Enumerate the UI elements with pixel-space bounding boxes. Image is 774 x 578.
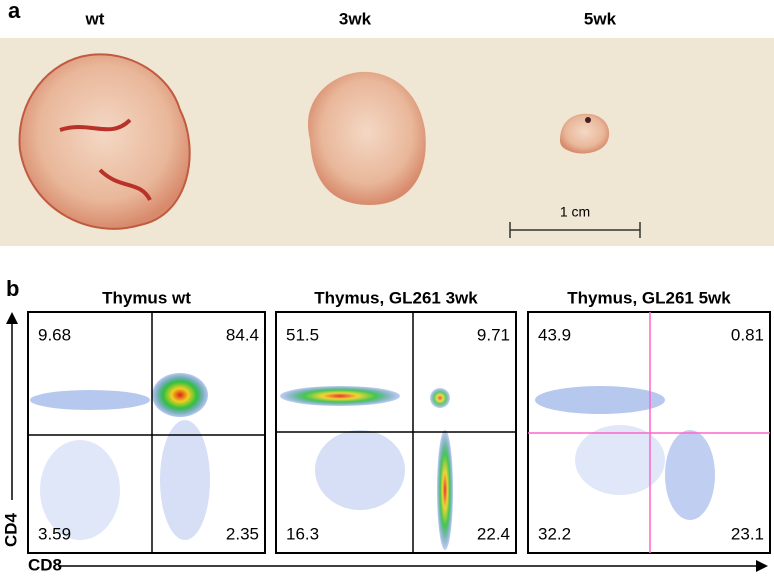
spot [585, 117, 591, 123]
quadrant-percent: 23.1 [731, 524, 764, 543]
thymus-3wk [308, 71, 426, 206]
y-axis-label: CD4 [1, 512, 20, 547]
x-axis-label: CD8 [28, 555, 62, 574]
thymus-5wk [560, 113, 610, 154]
plots: Thymus wt 9.68 84.4 3.59 2.35 Thymus, GL261 3… [27, 288, 771, 554]
quadrant-percent: 22.4 [477, 524, 510, 543]
cell-density [315, 430, 405, 510]
plot-title: Thymus wt [102, 288, 191, 307]
panel-label: a [8, 0, 21, 23]
sample-label: 3wk [339, 9, 372, 28]
cell-density [30, 390, 150, 410]
cell-density [575, 425, 665, 495]
cell-density [437, 430, 453, 550]
thymus-wt [18, 53, 191, 230]
quadrant-percent: 84.4 [226, 325, 259, 344]
cell-density [40, 440, 120, 540]
plot-title: Thymus, GL261 3wk [314, 288, 478, 307]
plot-frame [27, 311, 266, 554]
quadrant-percent: 51.5 [286, 325, 319, 344]
quadrant-percent: 9.68 [38, 325, 71, 344]
cell-density [535, 386, 665, 414]
quadrant-percent: 3.59 [38, 524, 71, 543]
vessels [59, 118, 152, 202]
scale-bar [509, 222, 641, 238]
quadrant-percent: 32.2 [538, 524, 571, 543]
quadrant-percent: 2.35 [226, 524, 259, 543]
cell-density [430, 388, 450, 408]
scale-label: 1 cm [560, 204, 590, 220]
quadrant-percent: 0.81 [731, 325, 764, 344]
sample-label: wt [85, 9, 105, 28]
panel-label: b [6, 276, 19, 301]
sample-label: 5wk [584, 9, 617, 28]
quadrant-percent: 16.3 [286, 524, 319, 543]
cell-density [160, 420, 210, 540]
plot-title: Thymus, GL261 5wk [567, 288, 731, 307]
quadrant-percent: 43.9 [538, 325, 571, 344]
cell-density [665, 430, 715, 520]
cell-density [152, 373, 208, 417]
cell-density [280, 386, 400, 406]
quadrant-percent: 9.71 [477, 325, 510, 344]
